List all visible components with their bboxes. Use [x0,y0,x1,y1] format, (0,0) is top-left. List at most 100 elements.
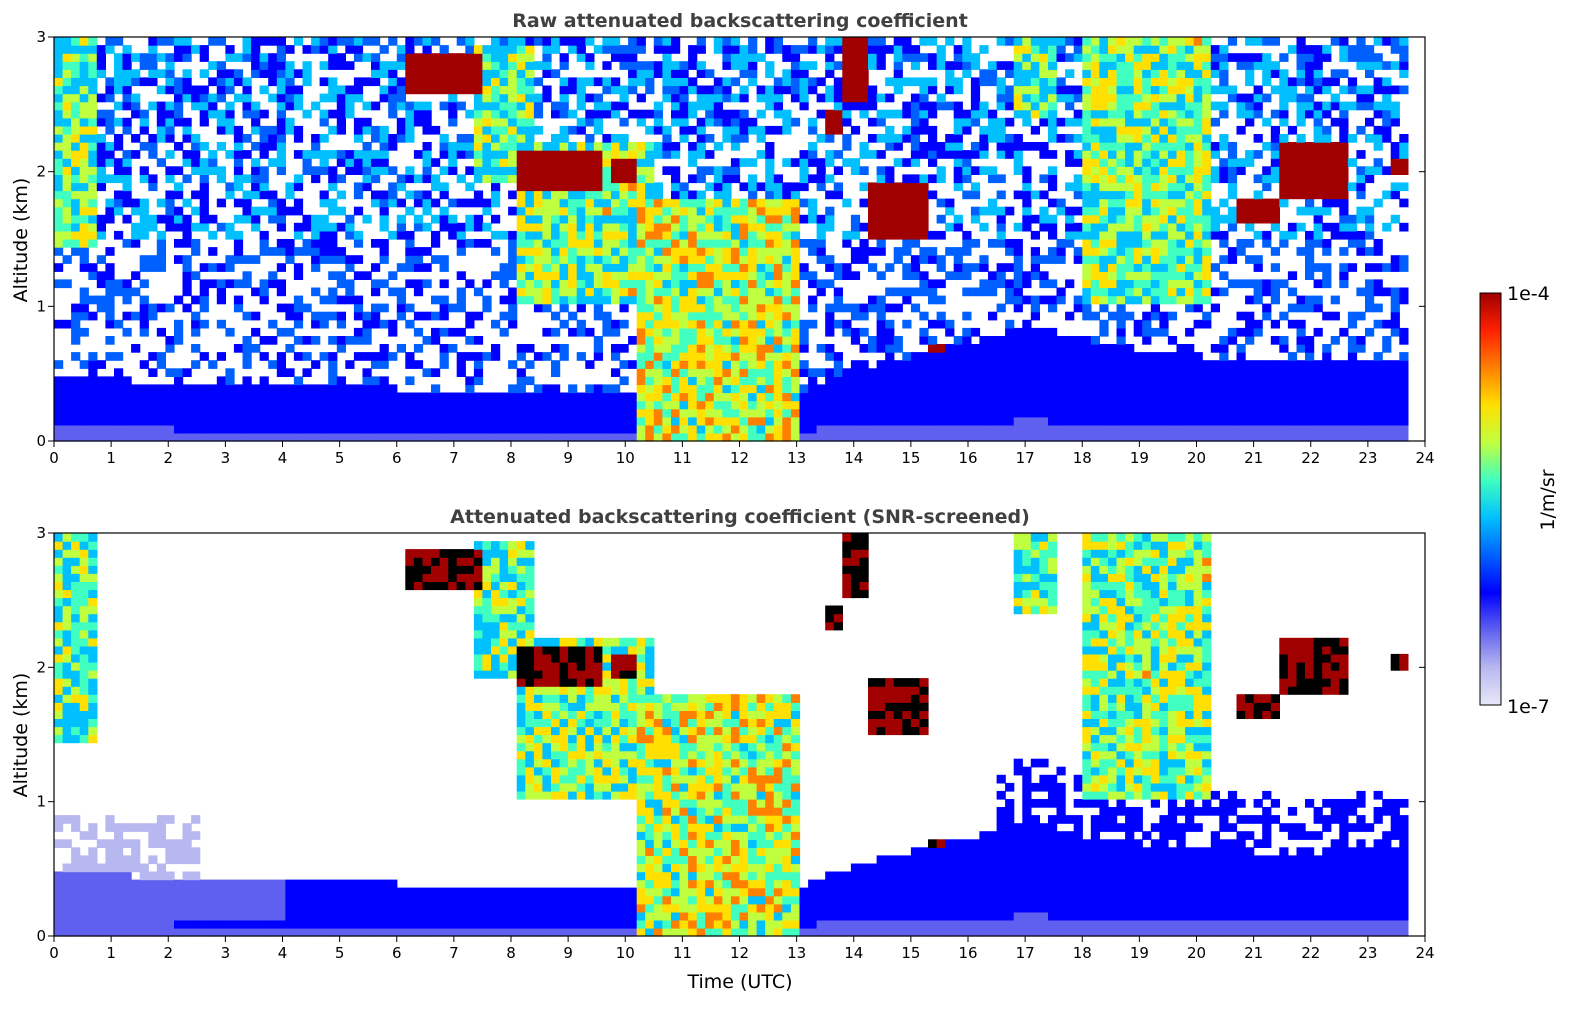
backscatter-cell [602,37,612,46]
backscatter-cell [585,134,595,143]
backscatter-cell [473,239,484,248]
backscatter-cell [713,287,723,297]
backscatter-cell [1022,279,1032,289]
backscatter-cell [996,303,1006,313]
backscatter-cell [422,53,432,62]
backscatter-cell [448,230,458,240]
backscatter-cell [945,327,955,337]
backscatter-cell [191,432,201,442]
backscatter-cell [1005,206,1015,216]
backscatter-cell [473,109,484,119]
backscatter-cell [722,125,732,135]
backscatter-cell [876,222,886,232]
backscatter-cell [1150,109,1160,119]
backscatter-cell [174,77,184,87]
backscatter-cell [722,384,732,394]
backscatter-cell [268,37,278,46]
backscatter-cell [1056,255,1066,264]
backscatter-cell [1022,93,1032,103]
backscatter-cell [1116,311,1126,321]
backscatter-cell [156,69,166,78]
backscatter-cell [756,279,766,289]
backscatter-cell [919,327,929,337]
backscatter-cell [233,142,244,151]
backscatter-cell [516,109,526,119]
backscatter-cell [268,392,278,402]
backscatter-cell [611,190,621,200]
backscatter-cell [868,392,878,402]
backscatter-cell [388,109,398,119]
backscatter-cell [748,190,758,200]
backscatter-cell [1159,327,1169,337]
backscatter-cell [705,263,715,272]
backscatter-cell [688,368,698,377]
backscatter-cell [439,352,449,361]
backscatter-cell [602,206,612,216]
backscatter-cell [191,319,201,329]
backscatter-cell [765,190,775,200]
backscatter-cell [679,303,689,313]
backscatter-cell [1048,230,1058,240]
backscatter-cell [1150,174,1160,184]
backscatter-cell [1125,142,1135,151]
backscatter-cell [825,93,835,103]
backscatter-cell [319,230,329,240]
backscatter-cell [54,206,64,216]
backscatter-cell [730,287,741,297]
backscatter-cell [353,45,364,54]
backscatter-cell [216,376,226,386]
backscatter-cell [1219,214,1229,224]
backscatter-cell [953,125,963,135]
backscatter-cell [559,93,569,103]
backscatter-cell [1176,230,1186,240]
backscatter-cell [551,69,561,78]
backscatter-cell [525,125,535,135]
backscatter-cell [1167,69,1178,78]
backscatter-cell [696,368,706,377]
backscatter-cell [850,158,861,167]
backscatter-cell [619,400,629,410]
backscatter-cell [730,352,741,361]
backscatter-cell [576,174,586,184]
backscatter-cell [1090,416,1100,426]
backscatter-cell [696,344,706,353]
backscatter-cell [293,424,304,434]
backscatter-cell [653,239,663,248]
backscatter-cell [345,109,355,119]
backscatter-cell [1202,142,1212,151]
backscatter-cell [593,255,603,264]
backscatter-cell [1219,142,1229,151]
backscatter-cell [379,190,389,200]
backscatter-cell [71,93,81,103]
backscatter-cell [499,271,509,280]
backscatter-cell [645,352,655,361]
backscatter-cell [662,61,672,70]
backscatter-cell [182,303,192,313]
backscatter-cell [1030,85,1040,95]
backscatter-cell [765,93,775,103]
backscatter-cell [473,134,484,143]
backscatter-cell [730,222,741,232]
backscatter-cell [996,230,1006,240]
backscatter-cell [216,416,226,426]
backscatter-cell [302,408,312,418]
backscatter-cell [1185,93,1195,103]
backscatter-cell [208,230,218,240]
backscatter-cell [1125,166,1135,175]
backscatter-cell [1245,327,1255,337]
backscatter-cell [1150,392,1160,402]
backscatter-cell [114,37,124,46]
backscatter-cell [311,263,321,272]
backscatter-cell [653,384,663,394]
backscatter-cell [773,327,783,337]
backscatter-cell [1073,295,1083,305]
backscatter-cell [328,368,338,377]
backscatter-cell [868,93,878,103]
backscatter-cell [825,61,835,70]
backscatter-cell [1090,77,1100,87]
backscatter-cell [1048,400,1058,410]
backscatter-cell [1210,376,1220,386]
backscatter-cell [1142,37,1152,46]
backscatter-cell [1108,384,1118,394]
backscatter-cell [979,101,989,111]
